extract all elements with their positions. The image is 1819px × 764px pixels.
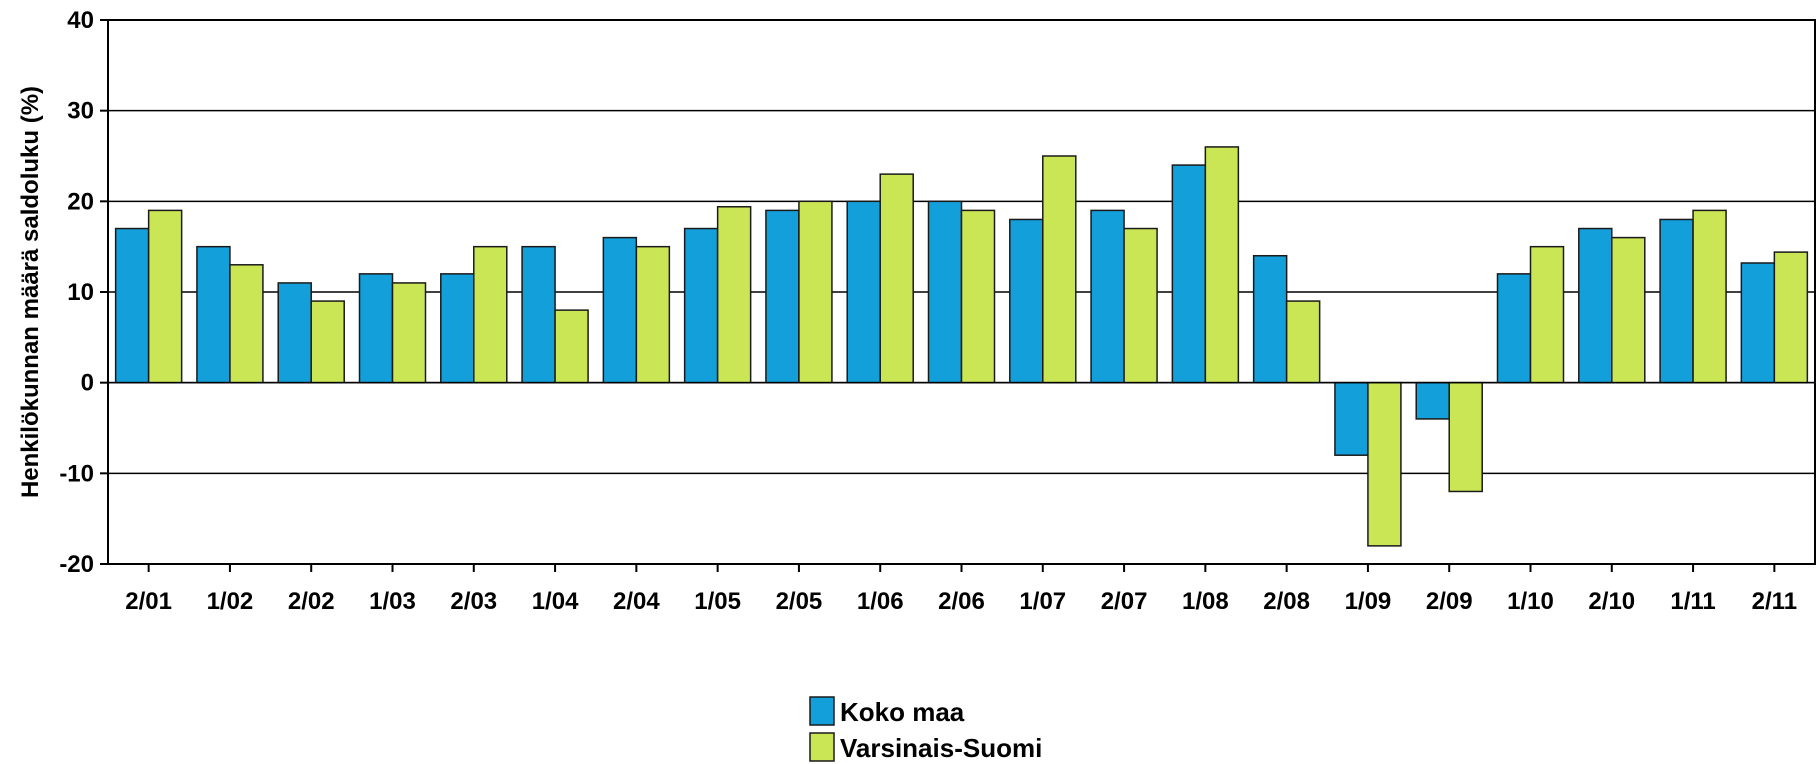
bar-varsinais-suomi xyxy=(554,309,589,384)
x-tick-label: 1/08 xyxy=(1182,588,1229,615)
x-tick-label: 2/06 xyxy=(938,588,985,615)
y-tick-label: 40 xyxy=(67,7,94,34)
bar-koko-maa xyxy=(358,273,394,384)
x-tick-label: 2/05 xyxy=(776,588,823,615)
bar-varsinais-suomi xyxy=(147,209,183,384)
bar-koko-maa xyxy=(1334,381,1369,456)
bar-koko-maa xyxy=(1252,254,1288,384)
bar-koko-maa xyxy=(521,245,556,384)
bar-varsinais-suomi xyxy=(1611,236,1646,384)
bar-varsinais-suomi xyxy=(1692,209,1727,384)
y-tick-label: -10 xyxy=(59,460,94,487)
bar-koko-maa xyxy=(1578,227,1613,384)
x-tick-label: 2/01 xyxy=(125,588,172,615)
bar-varsinais-suomi xyxy=(716,206,752,384)
x-tick-label: 1/09 xyxy=(1345,588,1392,615)
bar-koko-maa xyxy=(1740,262,1776,384)
x-tick-label: 2/09 xyxy=(1426,588,1473,615)
x-tick-label: 1/03 xyxy=(369,588,416,615)
x-tick-label: 2/04 xyxy=(613,588,660,615)
x-tick-label: 1/06 xyxy=(857,588,904,615)
y-tick-label: 0 xyxy=(81,370,94,397)
bar-varsinais-suomi xyxy=(1773,251,1809,384)
legend-swatch xyxy=(809,732,835,762)
bar-koko-maa xyxy=(114,227,150,384)
bar-koko-maa xyxy=(846,200,881,384)
x-tick-label: 1/05 xyxy=(694,588,741,615)
bar-varsinais-suomi xyxy=(798,200,833,384)
x-tick-label: 2/11 xyxy=(1752,588,1797,615)
x-tick-label: 2/07 xyxy=(1101,588,1148,615)
bar-varsinais-suomi xyxy=(635,245,671,384)
x-tick-label: 1/11 xyxy=(1670,588,1715,615)
bar-koko-maa xyxy=(1090,209,1125,384)
legend: Koko maa Varsinais-Suomi xyxy=(809,696,1042,763)
x-tick-label: 2/08 xyxy=(1263,588,1310,615)
x-tick-label: 1/02 xyxy=(207,588,254,615)
bar-koko-maa xyxy=(440,273,475,384)
bar-varsinais-suomi xyxy=(1123,227,1158,384)
legend-label: Koko maa xyxy=(840,697,965,727)
y-tick-label: 10 xyxy=(67,279,94,306)
bar-varsinais-suomi xyxy=(1367,381,1402,547)
bar-koko-maa xyxy=(927,200,963,384)
bar-varsinais-suomi xyxy=(1204,146,1240,384)
bar-varsinais-suomi xyxy=(1448,381,1483,493)
x-tick-label: 1/04 xyxy=(532,588,579,615)
bar-koko-maa xyxy=(1496,273,1532,384)
x-tick-label: 2/10 xyxy=(1588,588,1635,615)
y-tick-label: 30 xyxy=(67,98,94,125)
x-tick-label: 1/07 xyxy=(1019,588,1066,615)
bar-varsinais-suomi xyxy=(229,264,264,384)
bar-koko-maa xyxy=(277,282,312,384)
bar-koko-maa xyxy=(1659,218,1694,384)
x-axis: 2/01 1/02 2/02 1/03 2/03 1/04 2/04 1/05 2/05 1/06… xyxy=(125,564,1797,615)
x-tick-label: 1/10 xyxy=(1507,588,1554,615)
legend-label: Varsinais-Suomi xyxy=(840,733,1042,763)
y-tick-label: 20 xyxy=(67,188,94,215)
bars xyxy=(108,146,1815,547)
bar-koko-maa xyxy=(196,245,231,384)
bar-koko-maa xyxy=(1171,164,1207,384)
bar-koko-maa xyxy=(765,209,800,384)
x-tick-label: 2/03 xyxy=(450,588,497,615)
legend-swatch xyxy=(809,696,835,726)
bar-varsinais-suomi xyxy=(960,209,996,384)
y-axis: -20 -10 0 10 20 30 40 xyxy=(59,7,108,578)
bar-varsinais-suomi xyxy=(310,300,345,384)
bar-varsinais-suomi xyxy=(879,173,914,384)
y-tick-label: -20 xyxy=(59,551,94,578)
bar-varsinais-suomi xyxy=(1042,155,1077,384)
bar-varsinais-suomi xyxy=(1285,300,1321,384)
x-tick-label: 2/02 xyxy=(288,588,335,615)
y-axis-title: Henkilökunnan määrä saldoluku (%) xyxy=(17,86,44,498)
bar-varsinais-suomi xyxy=(391,282,427,384)
bar-koko-maa xyxy=(1009,218,1044,384)
bar-varsinais-suomi xyxy=(473,245,508,384)
bar-koko-maa xyxy=(602,236,638,384)
bar-varsinais-suomi xyxy=(1529,245,1565,384)
bar-koko-maa xyxy=(683,227,719,384)
bar-koko-maa xyxy=(1415,381,1450,420)
